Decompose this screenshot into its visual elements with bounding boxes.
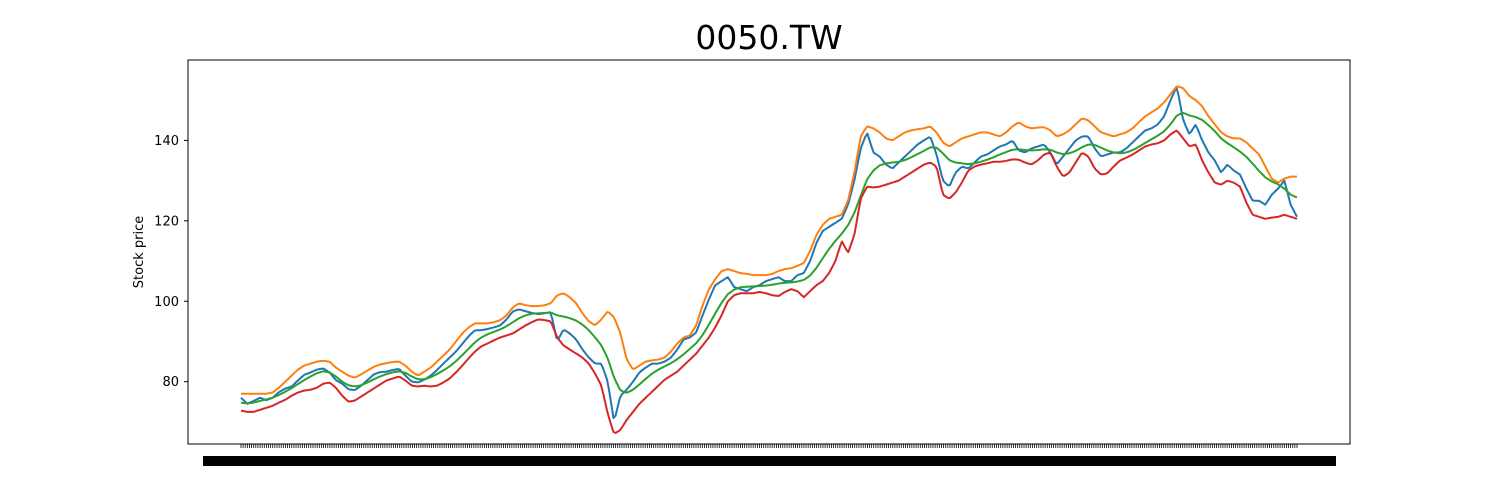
y-tick-label-80: 80 xyxy=(162,375,179,390)
series-line-4 xyxy=(240,129,1298,434)
chart-title: 0050.TW xyxy=(695,18,843,57)
y-tick-label-120: 120 xyxy=(154,214,179,229)
series-line-3 xyxy=(240,111,1298,405)
series-line-1 xyxy=(240,86,1298,419)
y-axis-label: Stock price xyxy=(132,216,147,288)
x-tick-marks xyxy=(240,444,1298,448)
plot-area xyxy=(240,85,1298,434)
y-tick-label-100: 100 xyxy=(154,295,179,310)
y-tick-label-140: 140 xyxy=(154,134,179,149)
y-axis: 80 100 120 140 xyxy=(154,134,188,390)
series-line-2 xyxy=(241,85,1297,395)
x-axis xyxy=(203,444,1336,466)
plot-frame xyxy=(187,59,1351,445)
x-tick-labels-overlap xyxy=(203,456,1336,466)
